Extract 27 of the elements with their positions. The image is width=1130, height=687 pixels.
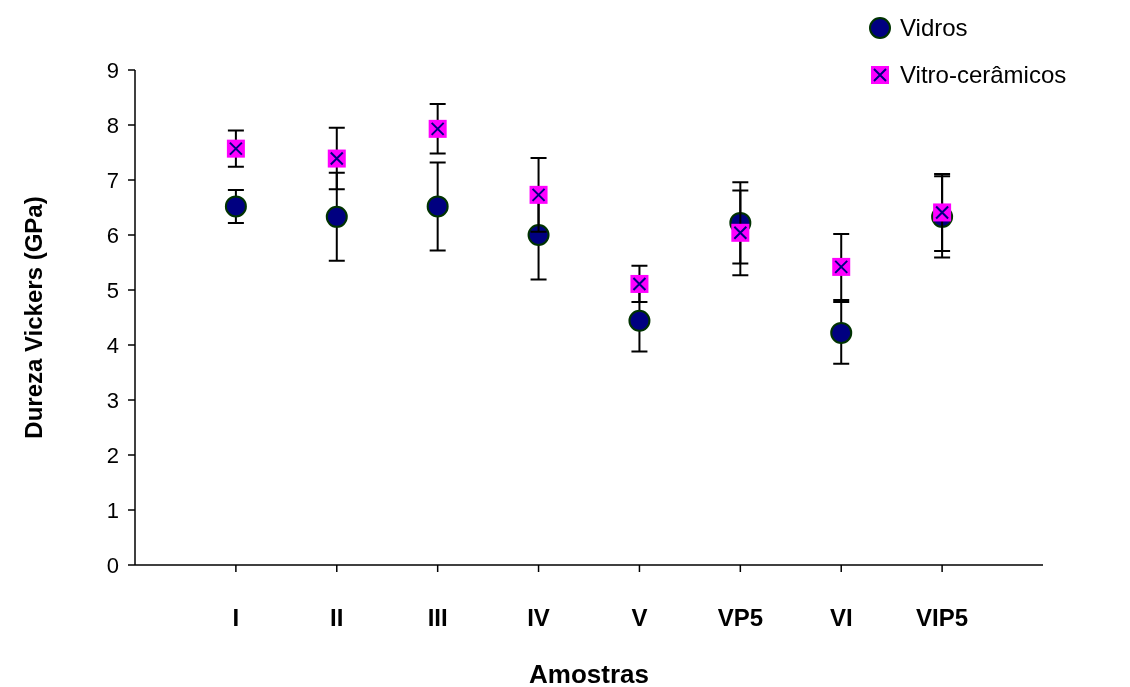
x-tick-label: VP5	[717, 604, 764, 631]
x-tick-label: VI	[829, 604, 853, 631]
point	[426, 195, 449, 218]
x-tick-label: VIP5	[916, 604, 969, 631]
x-axis-title: Amostras	[529, 659, 649, 687]
x-tick-label: IV	[527, 604, 550, 631]
point	[325, 205, 348, 228]
y-axis-title: Dureza Vickers (GPa)	[20, 196, 47, 439]
y-tick-label: 2	[106, 442, 119, 468]
y-tick-label: 5	[106, 277, 119, 303]
y-tick-label: 7	[106, 167, 119, 193]
y-tick-label: 9	[106, 57, 119, 83]
x-tick-label: II	[330, 604, 344, 631]
point	[628, 309, 651, 332]
y-tick-label: 8	[106, 112, 119, 138]
legend-label: Vidros	[900, 14, 968, 42]
point	[830, 321, 853, 344]
y-tick-label: 1	[106, 497, 119, 523]
y-tick-label: 4	[106, 332, 119, 358]
x-tick-label: III	[427, 604, 448, 631]
point	[224, 195, 247, 218]
x-tick-label: V	[631, 604, 648, 631]
legend-label: Vitro-cerâmicos	[900, 61, 1067, 89]
y-tick-label: 3	[106, 387, 119, 413]
y-tick-label: 6	[106, 222, 119, 248]
x-tick-label: I	[232, 604, 240, 631]
y-tick-label: 0	[106, 552, 119, 578]
